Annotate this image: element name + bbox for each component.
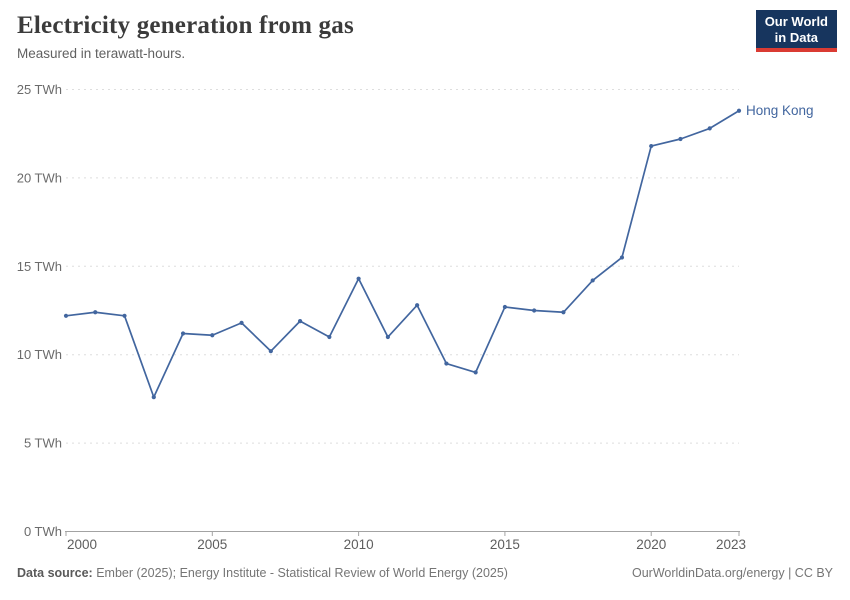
data-point-2019[interactable]	[619, 255, 625, 260]
data-point-2020[interactable]	[649, 143, 654, 149]
owid-license-link[interactable]: OurWorldinData.org/energy | CC BY	[631, 566, 833, 580]
data-source-prefix: Data source:	[17, 566, 93, 580]
y-axis-label-15: 15 TWh	[17, 259, 62, 274]
data-point-2023[interactable]	[736, 108, 742, 113]
x-axis-label-2020: 2020	[636, 537, 666, 552]
owid-logo-line2: in Data	[774, 30, 819, 45]
page-title: Electricity generation from gas	[17, 12, 354, 39]
data-point-2007[interactable]	[268, 349, 273, 354]
y-axis-label-5: 5 TWh	[24, 436, 62, 451]
x-axis-label-2015: 2015	[490, 537, 520, 552]
y-axis-label-0: 0 TWh	[24, 524, 62, 539]
data-point-2013[interactable]	[444, 361, 449, 366]
owid-logo-line1: Our World	[764, 14, 828, 29]
data-source-text: Ember (2025); Energy Institute - Statist…	[96, 566, 508, 580]
data-point-2000[interactable]	[63, 313, 69, 318]
data-point-2003[interactable]	[151, 395, 156, 400]
data-source-note: Data source: Ember (2025); Energy Instit…	[17, 566, 508, 580]
data-point-2011[interactable]	[385, 334, 390, 340]
data-point-2021[interactable]	[678, 136, 683, 142]
data-point-2010[interactable]	[356, 276, 361, 281]
y-axis-label-20: 20 TWh	[17, 170, 62, 185]
data-point-2014[interactable]	[473, 370, 478, 375]
data-point-2005[interactable]	[210, 333, 215, 338]
chart-footer: Data source: Ember (2025); Energy Instit…	[17, 566, 833, 580]
chart-subtitle: Measured in terawatt-hours.	[17, 46, 186, 61]
series-label-hong-kong: Hong Kong	[746, 103, 814, 118]
data-point-2022[interactable]	[707, 126, 712, 131]
x-axis-label-2023: 2023	[716, 537, 746, 552]
data-point-2006[interactable]	[239, 320, 244, 325]
y-axis-label-10: 10 TWh	[17, 347, 62, 362]
data-point-2015[interactable]	[502, 304, 508, 310]
data-point-2016[interactable]	[532, 308, 537, 313]
series-line-hong-kong[interactable]	[65, 109, 740, 398]
x-axis-label-2005: 2005	[197, 537, 227, 552]
x-axis-label-2000: 2000	[67, 537, 97, 552]
data-point-2004[interactable]	[180, 331, 186, 336]
x-axis-label-2010: 2010	[344, 537, 374, 552]
data-point-2008[interactable]	[297, 319, 303, 324]
y-axis-label-25: 25 TWh	[17, 82, 62, 97]
data-point-2001[interactable]	[93, 310, 98, 315]
data-point-2012[interactable]	[415, 303, 420, 308]
data-point-2017[interactable]	[561, 310, 566, 315]
data-point-2009[interactable]	[327, 334, 332, 340]
data-point-2018[interactable]	[590, 278, 595, 283]
owid-logo[interactable]: Our World in Data	[755, 10, 837, 52]
data-point-2002[interactable]	[122, 313, 127, 318]
